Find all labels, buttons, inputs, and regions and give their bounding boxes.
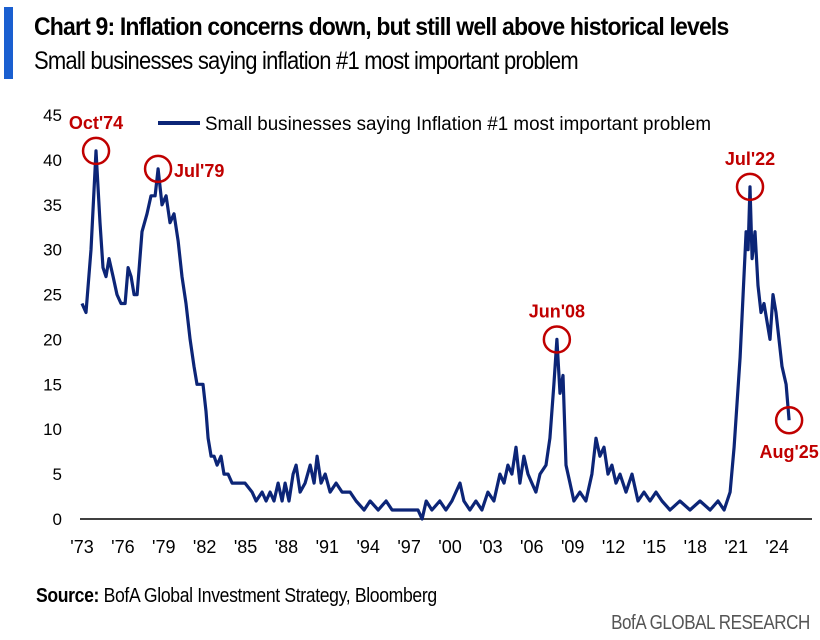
chart-subtitle: Small businesses saying inflation #1 mos…: [34, 47, 579, 75]
source-text: BofA Global Investment Strategy, Bloombe…: [99, 585, 438, 607]
x-tick-label: '97: [397, 537, 420, 557]
y-tick-label: 0: [53, 510, 62, 529]
y-tick-label: 45: [43, 106, 62, 125]
y-tick-label: 35: [43, 196, 62, 215]
x-tick-label: '09: [561, 537, 584, 557]
y-axis: 0 5 10 15 20 25 30 35 40 45: [43, 106, 62, 529]
annotation-circle: [542, 325, 572, 354]
title-accent-bar: [4, 7, 13, 79]
brand-footer: BofA GLOBAL RESEARCH: [611, 612, 810, 634]
x-tick-label: '21: [725, 537, 748, 557]
y-tick-label: 30: [43, 241, 62, 260]
x-tick-label: '88: [275, 537, 298, 557]
y-tick-label: 20: [43, 330, 62, 349]
x-tick-label: '94: [356, 537, 379, 557]
chart-title: Chart 9: Inflation concerns down, but st…: [34, 13, 729, 41]
annotation-circle: [143, 154, 173, 184]
series: [80, 149, 791, 521]
annotation-circle: [735, 172, 765, 202]
x-tick-label: '85: [234, 537, 257, 557]
x-tick-label: '15: [643, 537, 666, 557]
legend: Small businesses saying Inflation #1 mos…: [158, 114, 711, 135]
y-tick-label: 40: [43, 151, 62, 170]
annotation-label: Jul'22: [725, 149, 775, 169]
x-tick-label: '03: [479, 537, 502, 557]
annotation-label: Oct'74: [69, 113, 123, 133]
x-tick-label: '18: [684, 537, 707, 557]
y-tick-label: 25: [43, 286, 62, 305]
annotation-label: Aug'25: [759, 442, 818, 462]
x-tick-label: '79: [152, 537, 175, 557]
x-tick-label: '00: [438, 537, 461, 557]
annotation-circle: [81, 136, 111, 166]
annotation-label: Jul'79: [174, 161, 224, 181]
source-label: Source:: [36, 585, 100, 607]
x-tick-label: '24: [765, 537, 788, 557]
annotations: Oct'74 Jul'79 Jun'08 Jul'22 Aug'25: [69, 113, 819, 462]
x-axis: '73 '76 '79 '82 '85 '88 '91 '94 '97 '00 '03 '06 '09 '…: [70, 537, 789, 557]
x-tick-label: '91: [316, 537, 339, 557]
legend-label: Small businesses saying Inflation #1 mos…: [205, 114, 711, 135]
x-tick-label: '73: [70, 537, 93, 557]
series-line: [80, 149, 791, 521]
annotation-circle: [774, 405, 804, 435]
x-tick-label: '76: [111, 537, 134, 557]
y-tick-label: 5: [53, 465, 62, 484]
y-tick-label: 10: [43, 420, 62, 439]
source-note: Source: BofA Global Investment Strategy,…: [36, 585, 437, 608]
y-tick-label: 15: [43, 375, 62, 394]
x-tick-label: '12: [602, 537, 625, 557]
x-tick-label: '82: [193, 537, 216, 557]
x-tick-label: '06: [520, 537, 543, 557]
annotation-label: Jun'08: [529, 301, 585, 321]
